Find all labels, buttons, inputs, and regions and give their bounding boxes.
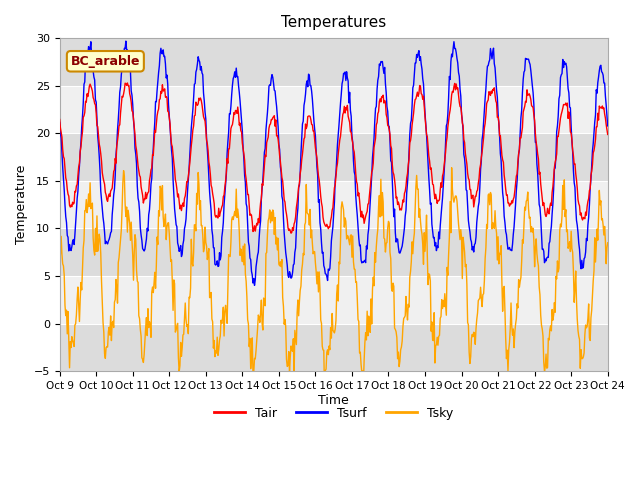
- Tsurf: [200, 98, 208, 104]
- Tsky: [326, 347, 333, 353]
- Title: Temperatures: Temperatures: [281, 15, 387, 30]
- Tsky: [321, 390, 328, 396]
- Tsky: [433, 335, 441, 340]
- Tsurf: [604, 123, 612, 129]
- Text: BC_arable: BC_arable: [70, 55, 140, 68]
- Tsurf: [555, 96, 563, 102]
- Bar: [60, 324, 608, 371]
- Tsky: [200, 249, 207, 254]
- Bar: [60, 276, 608, 324]
- Tsky: [56, 236, 63, 242]
- Tair: [327, 218, 335, 224]
- X-axis label: Time: Time: [318, 394, 349, 407]
- Tair: [287, 230, 295, 236]
- Y-axis label: Temperature: Temperature: [15, 165, 28, 244]
- Line: Tair: Tair: [60, 83, 608, 233]
- Tsurf: [56, 120, 63, 125]
- Bar: [60, 86, 608, 133]
- Tsky: [176, 363, 184, 369]
- Tsurf: [380, 71, 388, 76]
- Bar: [60, 38, 608, 86]
- Tair: [555, 127, 563, 133]
- Tair: [177, 203, 184, 208]
- Bar: [60, 133, 608, 181]
- Tair: [124, 80, 131, 86]
- Line: Tsurf: Tsurf: [60, 41, 608, 286]
- Tair: [200, 116, 208, 122]
- Tsurf: [327, 254, 335, 260]
- Legend: Tair, Tsurf, Tsky: Tair, Tsurf, Tsky: [209, 402, 458, 425]
- Tsky: [380, 199, 387, 205]
- Bar: [60, 228, 608, 276]
- Tair: [604, 132, 612, 137]
- Tsky: [604, 240, 612, 246]
- Tair: [380, 100, 388, 106]
- Line: Tsky: Tsky: [60, 168, 608, 393]
- Tair: [56, 117, 63, 122]
- Tsurf: [251, 283, 259, 288]
- Tsky: [448, 165, 456, 170]
- Tsurf: [434, 245, 442, 251]
- Tsky: [555, 265, 563, 271]
- Tsurf: [177, 243, 184, 249]
- Bar: [60, 181, 608, 228]
- Tsurf: [122, 38, 130, 44]
- Tair: [434, 197, 442, 203]
